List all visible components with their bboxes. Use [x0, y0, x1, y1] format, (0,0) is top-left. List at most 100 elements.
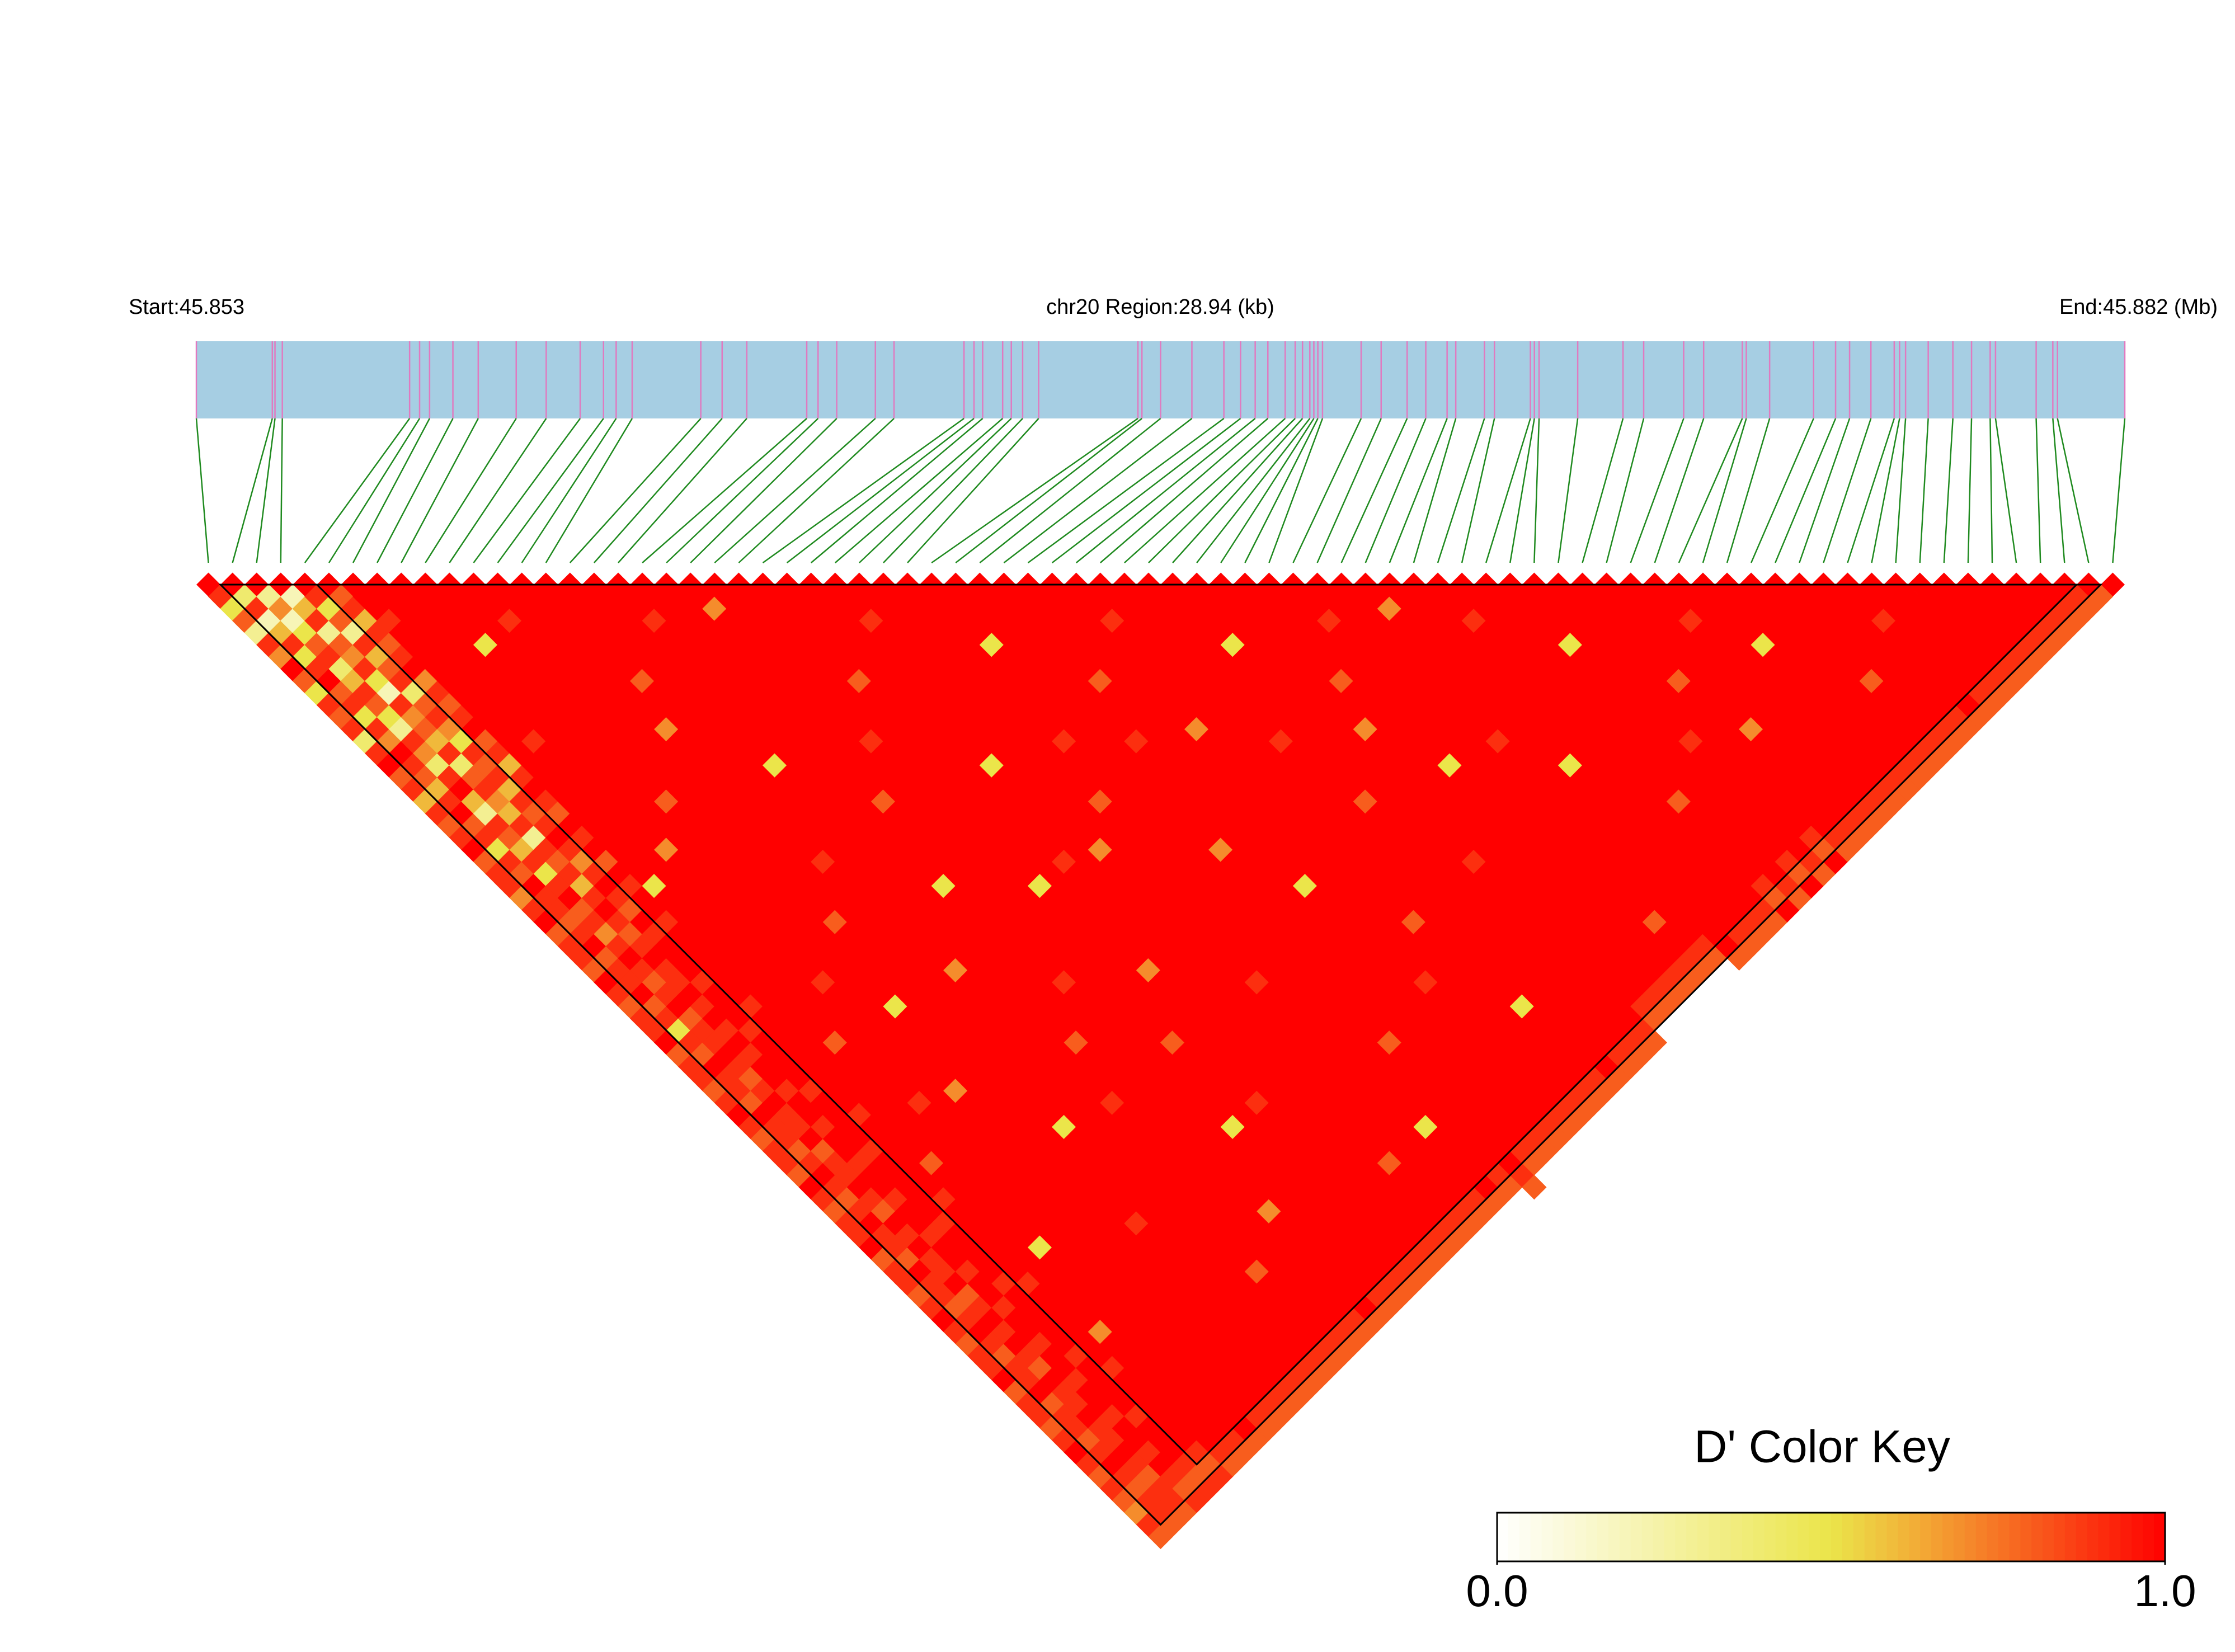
ld-cell: [1461, 656, 1486, 681]
color-key-swatch: [1953, 1513, 1965, 1561]
ld-cell: [1353, 1030, 1378, 1055]
ld-cell: [955, 1162, 980, 1188]
color-key-swatch: [1931, 1513, 1943, 1561]
ld-cell: [1678, 777, 1704, 802]
ld-cell: [1498, 1150, 1523, 1176]
ld-cell: [1582, 1090, 1607, 1116]
ld-cell: [1232, 765, 1258, 790]
ld-cell: [1220, 1404, 1245, 1429]
ld-cell: [1292, 680, 1318, 706]
ld-cell: [1124, 1211, 1149, 1236]
ld-cell: [1184, 1464, 1210, 1489]
ld-cell: [1160, 765, 1185, 790]
ld-cell: [1498, 693, 1523, 718]
color-key-swatch: [1942, 1513, 1954, 1561]
ld-cell: [1257, 1150, 1282, 1176]
ld-cell: [1316, 584, 1342, 609]
ld-cell: [1136, 958, 1161, 983]
ld-cell: [1196, 1331, 1221, 1357]
ld-cell: [1136, 1030, 1161, 1055]
ld-cell: [1461, 1018, 1486, 1043]
ld-cell: [1220, 753, 1245, 778]
ld-cell: [1799, 825, 1824, 850]
snp-connector: [666, 418, 819, 563]
snp-connector: [1775, 418, 1837, 563]
ld-cell: [1618, 982, 1643, 1007]
ld-cell: [1257, 765, 1282, 790]
ld-cell: [1353, 910, 1378, 935]
snp-connector: [2052, 418, 2065, 563]
ld-cell: [1474, 717, 1499, 742]
ld-cell: [2003, 596, 2029, 622]
ld-cell: [1160, 837, 1185, 863]
ld-cell: [1678, 608, 1704, 633]
ld-cell: [1678, 584, 1704, 609]
ld-cell: [1642, 669, 1667, 694]
color-key-swatch: [1786, 1513, 1799, 1561]
ld-cell: [1124, 1404, 1149, 1429]
ld-cell: [1498, 1054, 1523, 1079]
ld-cell: [2016, 584, 2041, 609]
ld-cell: [1642, 934, 1667, 959]
ld-cell: [1076, 1307, 1101, 1333]
ld-cell: [1582, 728, 1607, 754]
ld-cell: [931, 1162, 956, 1188]
ld-cell: [1052, 1404, 1077, 1429]
ld-cell: [1474, 1030, 1499, 1055]
ld-cell: [1136, 1488, 1161, 1513]
ld-cell: [1799, 753, 1824, 778]
ld-cell: [1533, 801, 1559, 826]
ld-cell: [1558, 680, 1583, 706]
ld-cell: [1461, 584, 1486, 609]
ld-cell: [1859, 765, 1884, 790]
ld-cell: [1461, 801, 1486, 826]
ld-cell: [1257, 1054, 1282, 1079]
ld-cell: [1341, 1018, 1366, 1043]
ld-cell: [1522, 765, 1547, 790]
ld-cell: [1522, 693, 1547, 718]
ld-cell: [859, 1162, 884, 1188]
ld-cell: [1823, 801, 1848, 826]
ld-cell: [1763, 885, 1788, 911]
ld-cell: [1474, 596, 1499, 622]
ld-cell: [1160, 1271, 1185, 1296]
ld-cell: [1714, 765, 1740, 790]
ld-cell: [1316, 1162, 1342, 1188]
ld-cell: [1413, 584, 1438, 609]
ld-cell: [1124, 632, 1149, 657]
ld-cell: [1257, 837, 1282, 863]
color-key-swatch: [1519, 1513, 1531, 1561]
ld-cell: [1955, 620, 1981, 646]
ld-cell: [1160, 1512, 1185, 1537]
ld-cell: [545, 873, 571, 898]
snp-connector: [1461, 418, 1495, 563]
color-key-swatch: [1730, 1513, 1743, 1561]
ld-cell: [1702, 632, 1728, 657]
ld-cell: [1220, 1066, 1245, 1091]
ld-cell: [1341, 608, 1366, 633]
ld-cell: [1763, 861, 1788, 887]
ld-cell: [1027, 1283, 1053, 1309]
ld-cell: [1582, 825, 1607, 850]
ld-cell: [1401, 1078, 1427, 1103]
ld-cell: [1654, 873, 1679, 898]
ld-cell: [1678, 873, 1704, 898]
color-key-swatch: [1564, 1513, 1576, 1561]
ld-cell: [1124, 1162, 1149, 1188]
ld-cell: [1257, 1199, 1282, 1224]
ld-cell: [1883, 765, 1908, 790]
snp-connector: [1316, 418, 1382, 563]
ld-cell: [1594, 596, 1619, 622]
ld-cell: [1413, 1187, 1438, 1212]
ld-cell: [1341, 584, 1366, 609]
ld-cell: [1281, 1126, 1306, 1152]
ld-cell: [1316, 1066, 1342, 1091]
ld-cell: [1919, 608, 1945, 633]
ld-cell: [1582, 1018, 1607, 1043]
snp-connector: [762, 417, 964, 564]
ld-cell: [1257, 910, 1282, 935]
ld-cell: [1160, 789, 1185, 814]
ld-cell: [1196, 1162, 1221, 1188]
snp-connector: [449, 418, 547, 563]
snp-connector: [1196, 418, 1311, 563]
